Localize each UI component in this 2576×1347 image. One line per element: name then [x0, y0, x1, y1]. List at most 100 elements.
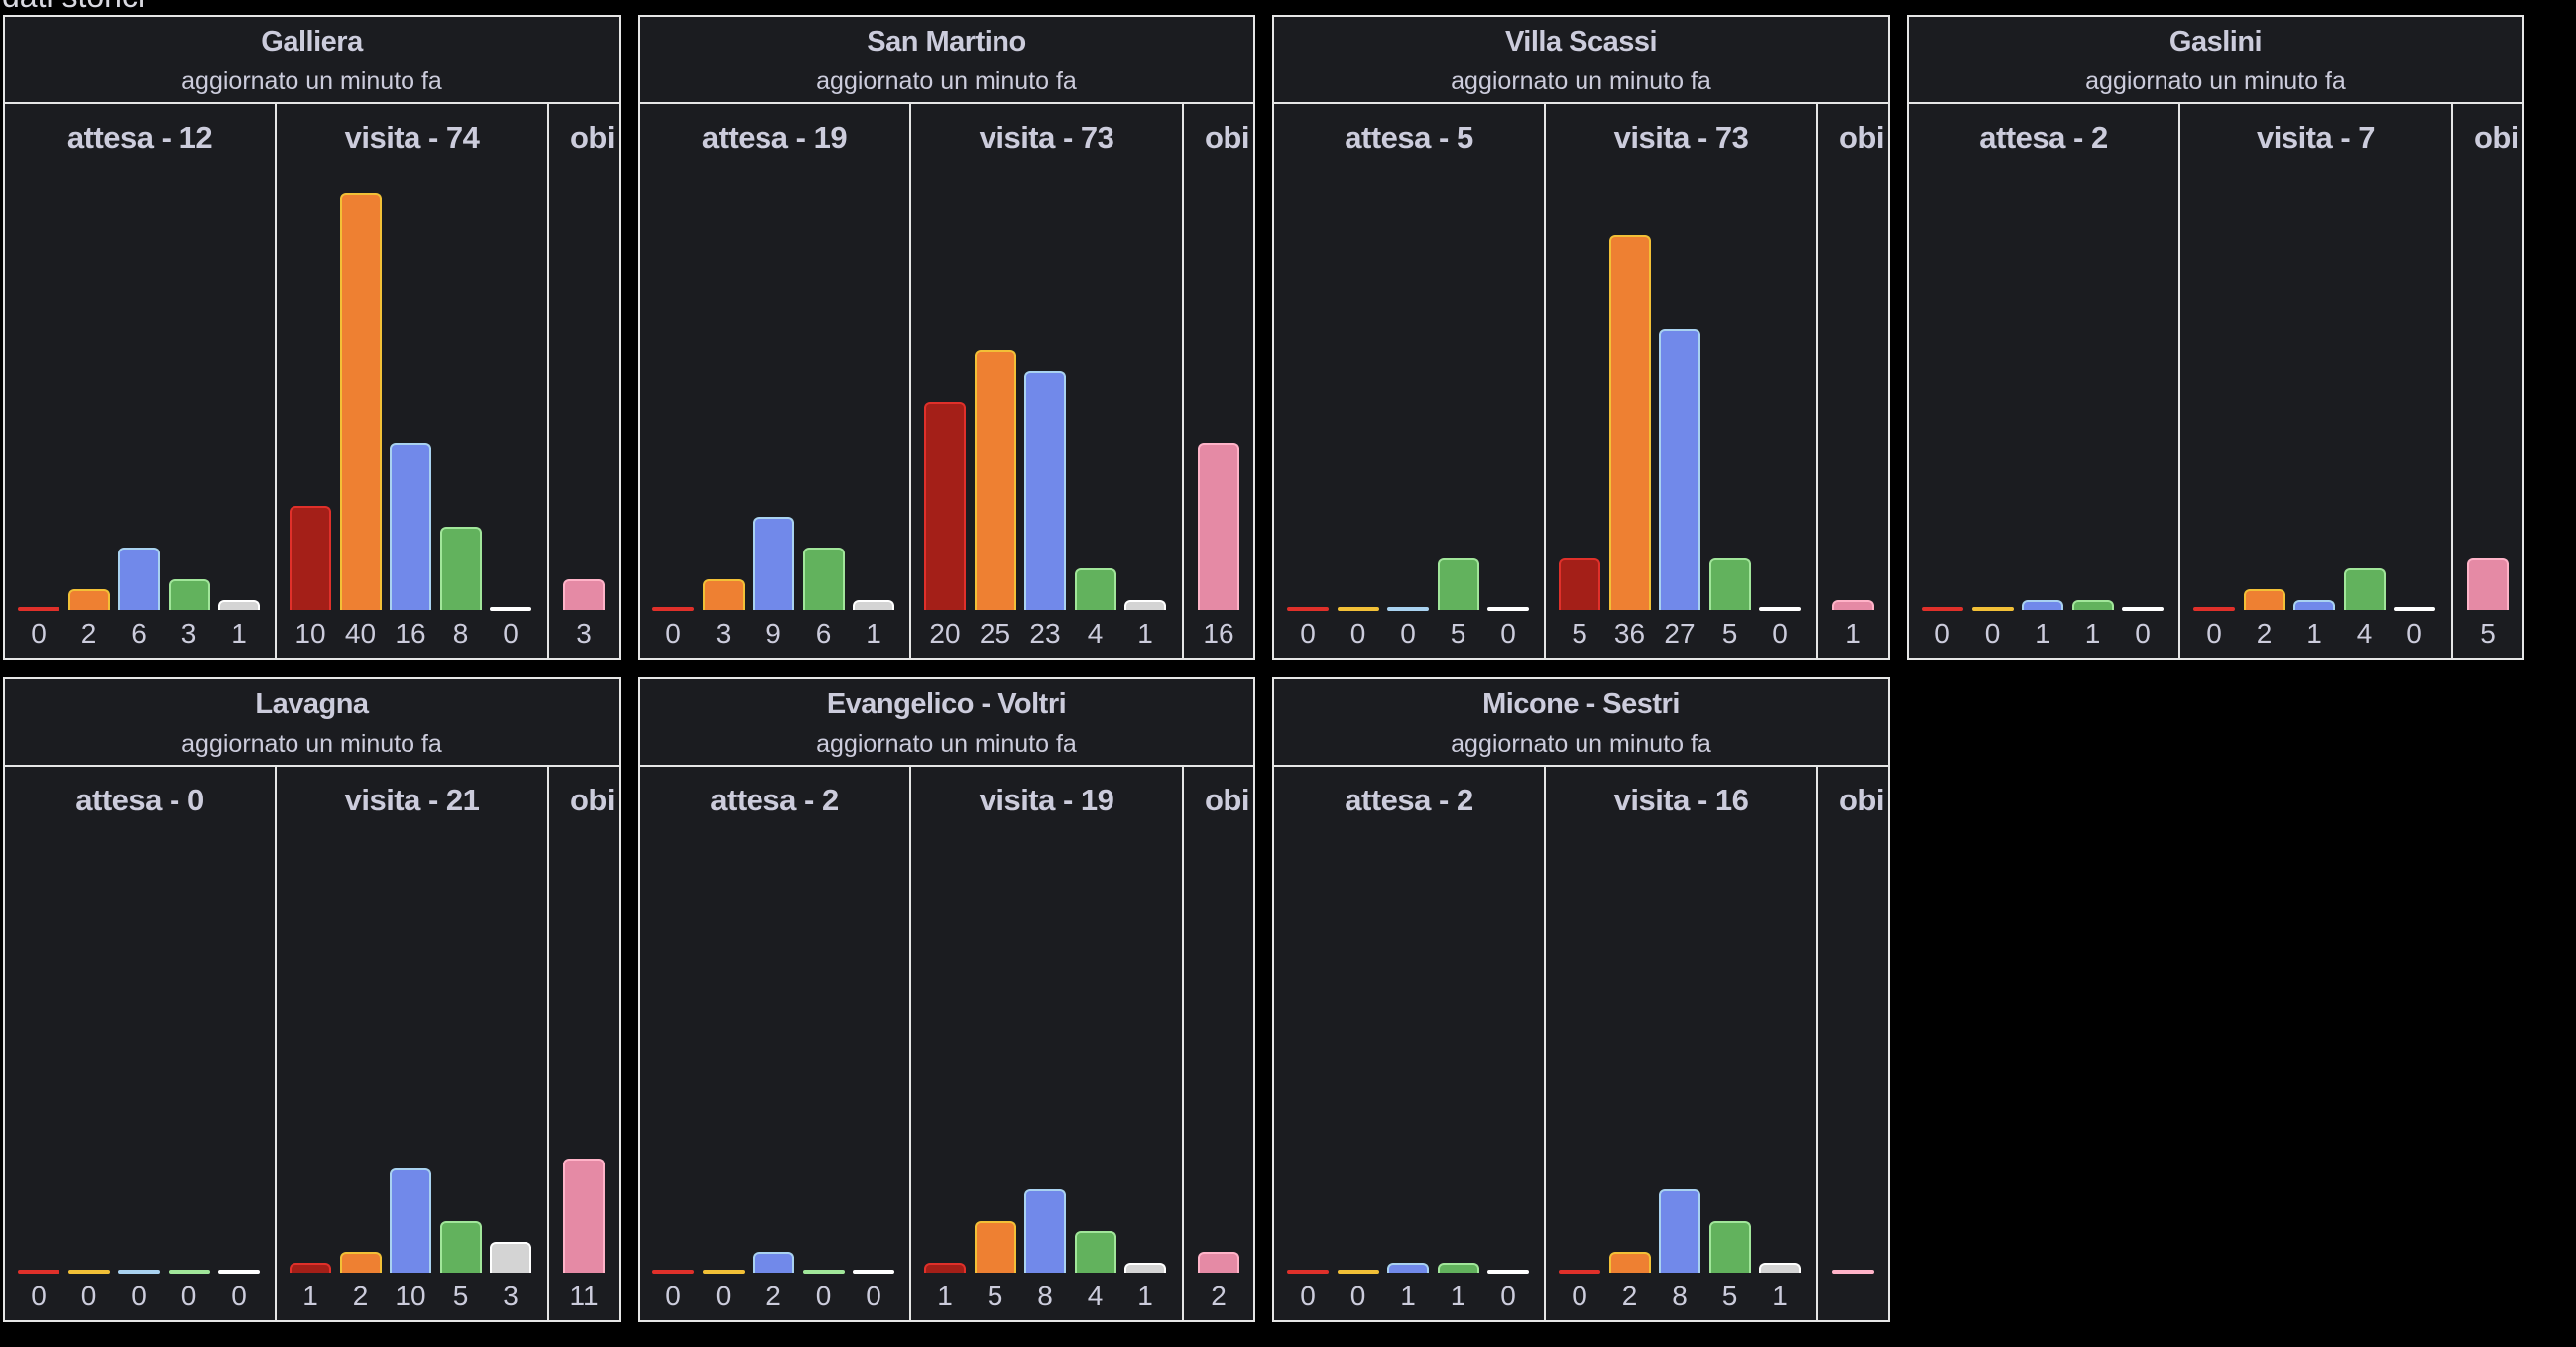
attesa-bar[interactable] — [753, 516, 794, 610]
obi-bar[interactable] — [1832, 1270, 1874, 1274]
attesa-bar[interactable] — [1437, 557, 1479, 610]
attesa-bar[interactable] — [1287, 1270, 1329, 1274]
attesa-bar[interactable] — [1922, 607, 1963, 611]
visita-bar[interactable] — [490, 607, 531, 611]
visita-bar[interactable] — [439, 527, 482, 610]
obi-bar[interactable] — [1198, 443, 1239, 610]
visita-bar[interactable] — [1708, 1220, 1751, 1273]
attesa-bar[interactable] — [168, 1270, 210, 1274]
visita-bar[interactable] — [1759, 1262, 1801, 1273]
attesa-bar[interactable] — [118, 548, 160, 610]
panel-title[interactable]: San Martino — [867, 26, 1026, 58]
attesa-bar[interactable] — [2071, 599, 2114, 610]
attesa-bar[interactable] — [853, 599, 894, 610]
section-title-attesa: attesa - 12 — [66, 120, 213, 155]
attesa-bar[interactable] — [802, 548, 845, 610]
panel-title[interactable]: Gaslini — [2168, 26, 2263, 58]
attesa-bar[interactable] — [2122, 607, 2164, 611]
visita-bar[interactable] — [1024, 1189, 1066, 1273]
visita-bar[interactable] — [974, 1220, 1016, 1273]
attesa-bar[interactable] — [67, 1270, 110, 1274]
panel-title[interactable]: Villa Scassi — [1504, 26, 1658, 58]
attesa-bar[interactable] — [1971, 607, 2014, 611]
attesa-bar[interactable] — [652, 1270, 694, 1274]
visita-bar[interactable] — [2394, 607, 2435, 611]
panel-title[interactable]: Micone - Sestri — [1482, 688, 1680, 720]
attesa-bar[interactable] — [1287, 607, 1329, 611]
section-visita: visita - 73 20 25 23 4 1 — [911, 104, 1184, 658]
panel-title[interactable]: Evangelico - Voltri — [826, 688, 1067, 720]
visita-bar[interactable] — [1074, 1231, 1116, 1273]
visita-bar[interactable] — [2343, 568, 2386, 610]
visita-bar[interactable] — [339, 193, 382, 610]
section-title-attesa: attesa - 2 — [1979, 120, 2108, 155]
attesa-bar[interactable] — [702, 578, 745, 610]
visita-bar[interactable] — [924, 402, 966, 610]
visita-bar[interactable] — [390, 443, 431, 610]
panel-title[interactable]: Galliera — [261, 26, 363, 58]
attesa-bar[interactable] — [1487, 1270, 1529, 1274]
panel-header: Gaslini aggiornato un minuto fa — [1909, 17, 2522, 104]
obi-bar[interactable] — [563, 1158, 605, 1273]
visita-bar[interactable] — [339, 1252, 382, 1273]
panel-updated-status: aggiornato un minuto fa — [181, 67, 442, 95]
visita-bar[interactable] — [2293, 599, 2335, 610]
section-title-visita: visita - 16 — [1613, 783, 1749, 817]
attesa-bar[interactable] — [1487, 607, 1529, 611]
visita-bar[interactable] — [1659, 1189, 1700, 1273]
panel-header: Galliera aggiornato un minuto fa — [5, 17, 619, 104]
attesa-bar[interactable] — [652, 607, 694, 611]
visita-value-label: 1 — [1137, 1281, 1153, 1311]
attesa-bar[interactable] — [2022, 599, 2063, 610]
obi-bar[interactable] — [563, 578, 605, 610]
section-visita: visita - 73 5 36 27 5 0 — [1546, 104, 1818, 658]
attesa-bar[interactable] — [218, 1270, 260, 1274]
attesa-bar[interactable] — [702, 1270, 745, 1274]
attesa-bar[interactable] — [753, 1252, 794, 1273]
attesa-bar[interactable] — [1337, 1270, 1379, 1274]
attesa-bar[interactable] — [802, 1270, 845, 1274]
attesa-bar[interactable] — [18, 607, 59, 611]
visita-bar[interactable] — [1559, 557, 1600, 610]
visita-bar[interactable] — [439, 1220, 482, 1273]
visita-bar[interactable] — [490, 1241, 531, 1273]
attesa-value-label: 0 — [1500, 618, 1516, 649]
visita-bar[interactable] — [2243, 589, 2285, 610]
obi-bar[interactable] — [1832, 599, 1874, 610]
panel-title[interactable]: Lavagna — [255, 688, 369, 720]
visita-bar[interactable] — [1024, 370, 1066, 610]
obi-value-label: 1 — [1845, 618, 1861, 649]
visita-bar[interactable] — [290, 506, 331, 610]
visita-bar[interactable] — [1074, 568, 1116, 610]
attesa-bar[interactable] — [18, 1270, 59, 1274]
visita-bar[interactable] — [390, 1168, 431, 1273]
visita-value-label: 4 — [1087, 618, 1104, 649]
visita-bar[interactable] — [1759, 607, 1801, 611]
attesa-value-label: 1 — [866, 618, 881, 649]
attesa-bar[interactable] — [1387, 607, 1429, 611]
visita-bar[interactable] — [1124, 1262, 1166, 1273]
attesa-bar[interactable] — [118, 1270, 160, 1274]
hospital-panel: Lavagna aggiornato un minuto fa attesa - 0… — [3, 677, 621, 1322]
visita-bar[interactable] — [1608, 235, 1651, 610]
attesa-bar[interactable] — [1437, 1262, 1479, 1273]
visita-bar[interactable] — [1124, 599, 1166, 610]
attesa-bar[interactable] — [1387, 1262, 1429, 1273]
visita-value-label: 0 — [1772, 618, 1788, 649]
attesa-bar[interactable] — [218, 599, 260, 610]
obi-bar[interactable] — [2467, 557, 2509, 610]
attesa-bar[interactable] — [1337, 607, 1379, 611]
attesa-bar[interactable] — [67, 589, 110, 610]
visita-bar[interactable] — [924, 1262, 966, 1273]
visita-bar[interactable] — [1708, 557, 1751, 610]
attesa-bar[interactable] — [168, 578, 210, 610]
visita-bar[interactable] — [1608, 1252, 1651, 1273]
obi-bar[interactable] — [1198, 1252, 1239, 1273]
visita-bar[interactable] — [290, 1262, 331, 1273]
visita-bar[interactable] — [2193, 607, 2235, 611]
attesa-bar[interactable] — [853, 1270, 894, 1274]
attesa-value-label: 0 — [866, 1281, 881, 1311]
visita-bar[interactable] — [974, 349, 1016, 610]
visita-bar[interactable] — [1659, 328, 1700, 610]
visita-bar[interactable] — [1559, 1270, 1600, 1274]
